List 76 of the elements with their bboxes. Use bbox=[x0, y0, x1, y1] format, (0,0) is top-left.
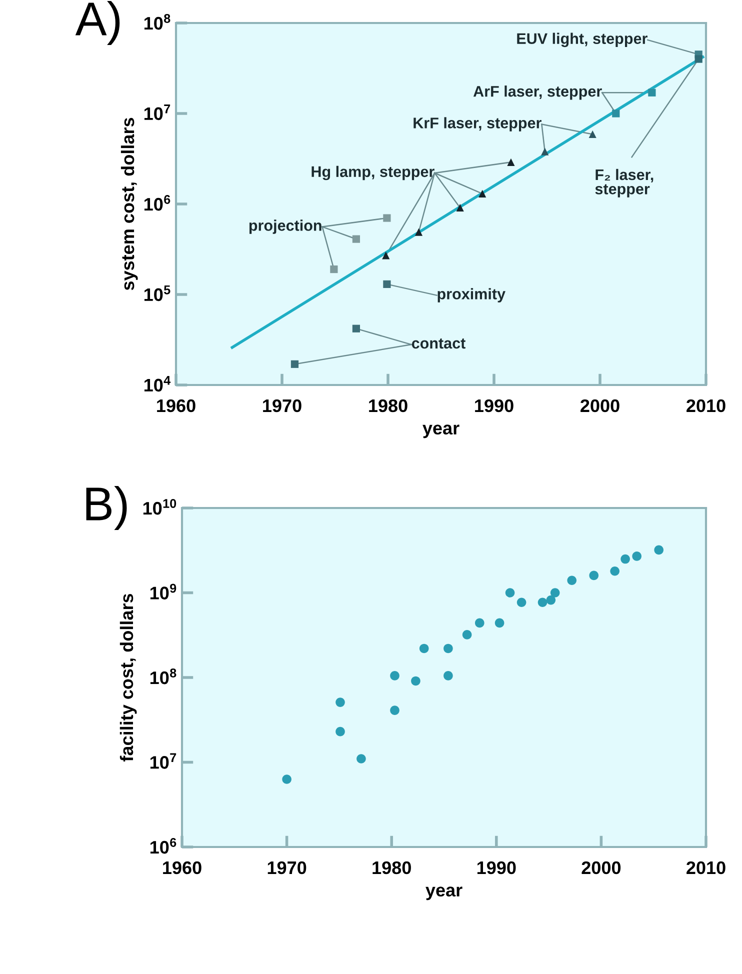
point bbox=[507, 158, 515, 166]
x-tick-label: 1960 bbox=[157, 399, 196, 412]
point bbox=[282, 774, 292, 784]
x-tick-label: 2010 bbox=[686, 399, 726, 412]
point bbox=[411, 676, 420, 686]
point bbox=[550, 588, 560, 598]
y-tick-label: 10$^{6}$ bbox=[144, 195, 170, 211]
point bbox=[494, 618, 504, 628]
point bbox=[352, 324, 360, 332]
y-tick-label: 10$^{8}$ bbox=[150, 668, 176, 684]
y-tick-label: 10$^{9}$ bbox=[150, 584, 176, 600]
point bbox=[383, 280, 391, 288]
x-tick-label: 2010 bbox=[686, 861, 726, 874]
point bbox=[336, 726, 345, 736]
x-tick-label: 1960 bbox=[163, 861, 202, 874]
point bbox=[478, 190, 486, 198]
series-label: ArF laser, stepper bbox=[473, 86, 602, 100]
point bbox=[462, 630, 472, 640]
chart-title: A) bbox=[75, 0, 120, 45]
point bbox=[538, 598, 548, 608]
point bbox=[632, 552, 642, 561]
x-tick-label: 1980 bbox=[369, 399, 408, 412]
y-tick-label: 10$^{4}$ bbox=[144, 376, 171, 392]
point bbox=[610, 566, 620, 576]
point bbox=[290, 360, 299, 368]
point bbox=[330, 265, 338, 274]
point bbox=[654, 545, 664, 555]
text: proximity bbox=[438, 288, 506, 302]
x-axis-title: year bbox=[426, 886, 462, 900]
point bbox=[567, 576, 577, 586]
point bbox=[414, 228, 423, 236]
point bbox=[541, 148, 549, 156]
x-tick-label: 1970 bbox=[268, 861, 306, 874]
point bbox=[694, 55, 702, 63]
y-tick-label: 10$^{5}$ bbox=[144, 286, 170, 302]
point bbox=[390, 671, 400, 680]
series-label: KrF laser, stepper bbox=[414, 117, 542, 132]
y-axis-title: facility cost, dollars bbox=[120, 594, 137, 762]
x-tick-label: 1990 bbox=[475, 399, 514, 412]
y-tick-label: 10$^{6}$ bbox=[150, 838, 176, 854]
y-axis-title: system cost, dollars bbox=[120, 118, 138, 290]
point bbox=[648, 88, 656, 96]
x-tick-label: 1990 bbox=[477, 861, 516, 874]
y-tick-label: 10$^{10}$ bbox=[143, 499, 176, 515]
point bbox=[588, 130, 596, 138]
point bbox=[516, 598, 526, 608]
point bbox=[336, 698, 345, 707]
point bbox=[419, 644, 429, 654]
text: F₂ laser, stepper bbox=[595, 168, 654, 198]
x-tick-label: 1980 bbox=[372, 861, 411, 874]
point bbox=[505, 588, 515, 598]
text: Hg lamp, stepper bbox=[312, 166, 434, 180]
point bbox=[390, 706, 400, 715]
point bbox=[383, 214, 391, 222]
point bbox=[352, 235, 360, 243]
chart-title: B) bbox=[86, 486, 127, 530]
point bbox=[444, 671, 453, 680]
point bbox=[456, 204, 464, 212]
point bbox=[612, 110, 620, 118]
text: projection bbox=[249, 220, 322, 234]
point bbox=[589, 570, 599, 580]
point bbox=[620, 554, 630, 564]
point bbox=[546, 595, 556, 605]
point bbox=[356, 754, 366, 764]
point bbox=[474, 618, 484, 628]
x-tick-label: 2000 bbox=[580, 399, 620, 412]
x-tick-label: 1970 bbox=[263, 399, 302, 412]
point bbox=[444, 644, 453, 654]
x-axis-title: year bbox=[422, 424, 460, 438]
y-tick-label: 10$^{7}$ bbox=[144, 104, 170, 120]
x-tick-label: 2000 bbox=[582, 861, 621, 874]
text: contact bbox=[412, 338, 466, 349]
text: EUV light, stepper bbox=[517, 32, 648, 48]
y-tick-label: 10$^{7}$ bbox=[150, 753, 176, 769]
y-tick-label: 10$^{8}$ bbox=[144, 14, 170, 30]
point bbox=[382, 252, 390, 260]
